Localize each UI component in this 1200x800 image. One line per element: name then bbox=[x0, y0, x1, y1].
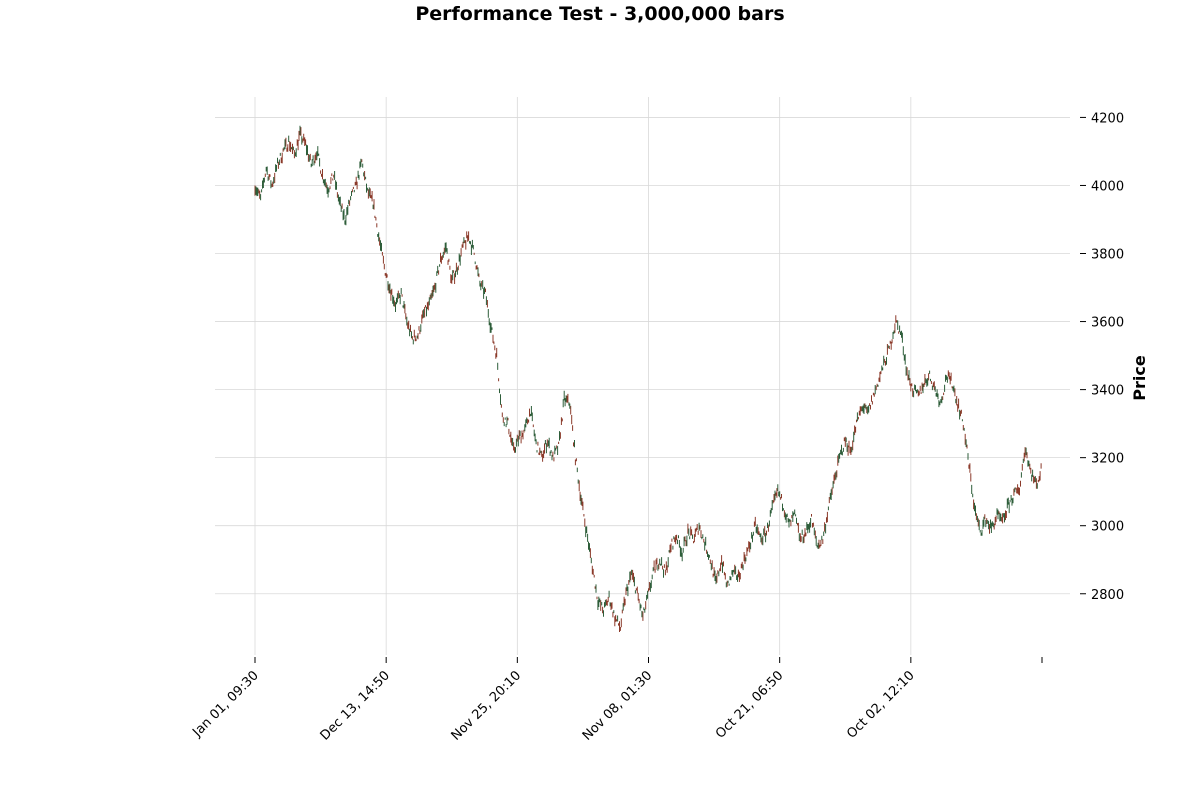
y-tick-label: 3000 bbox=[1091, 520, 1124, 535]
x-tick-label: Oct 21, 06:50 bbox=[713, 668, 786, 741]
x-tick-label: Jan 01, 09:30 bbox=[189, 668, 261, 740]
x-tick-label: Nov 25, 20:10 bbox=[449, 668, 525, 744]
y-tick-label: 3400 bbox=[1091, 384, 1124, 399]
y-axis-label: Price bbox=[1130, 355, 1149, 401]
x-tick-label: Dec 13, 14:50 bbox=[318, 668, 393, 743]
x-tick-label: Oct 02, 12:10 bbox=[844, 668, 917, 741]
up-bars bbox=[255, 125, 1038, 622]
axes: 2800 3000 3200 3400 3600 3800 4000 4200 Jan 01, … bbox=[189, 111, 1124, 743]
y-tick-label: 4200 bbox=[1091, 111, 1124, 126]
grid-lines bbox=[215, 97, 1070, 655]
y-tick-label: 3600 bbox=[1091, 316, 1124, 331]
y-tick-label: 4000 bbox=[1091, 179, 1124, 194]
y-tick-label: 3800 bbox=[1091, 248, 1124, 263]
chart-title: Performance Test - 3,000,000 bars bbox=[415, 3, 785, 25]
down-bars bbox=[254, 127, 1042, 632]
y-tick-label: 3200 bbox=[1091, 452, 1124, 467]
y-tick-label: 2800 bbox=[1091, 588, 1124, 603]
price-series bbox=[254, 125, 1042, 632]
x-tick-label: Nov 08, 01:30 bbox=[580, 668, 656, 744]
